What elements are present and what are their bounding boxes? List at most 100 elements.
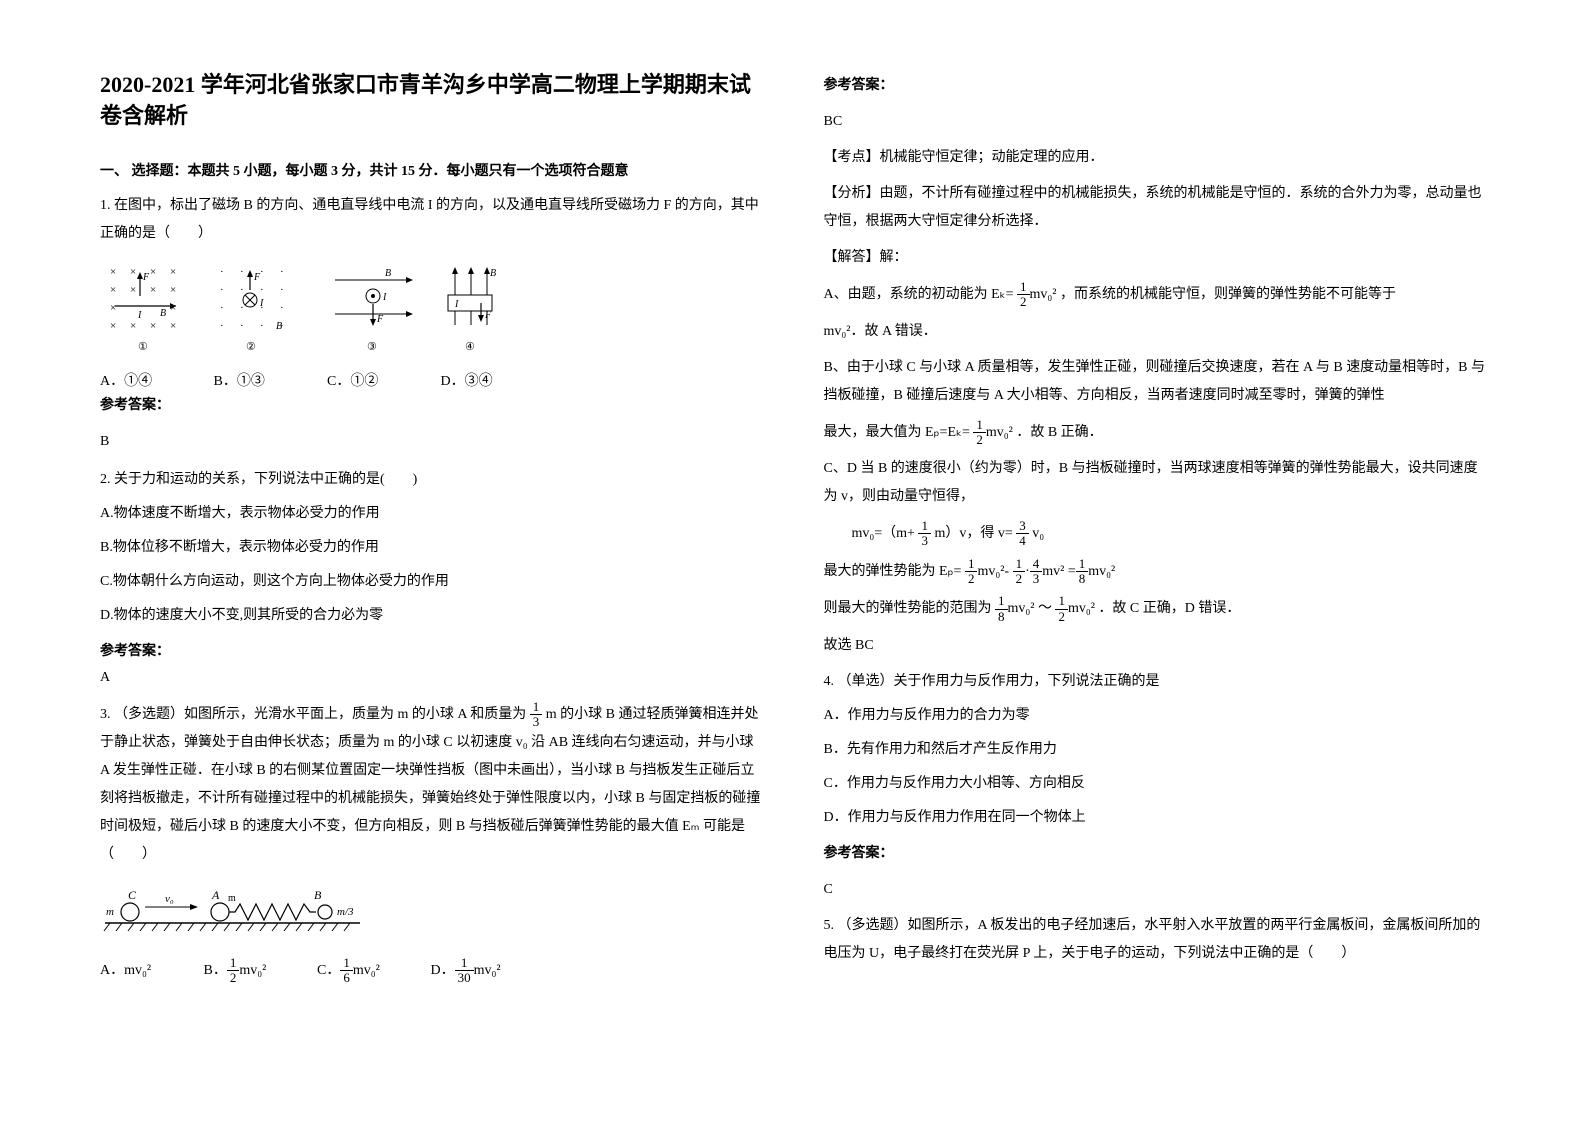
frac-1-2: 12	[227, 956, 240, 986]
q4-optA: A．作用力与反作用力的合力为零	[824, 702, 1488, 730]
svg-text:B: B	[314, 888, 322, 902]
q4-optB: B．先有作用力和然后才产生反作用力	[824, 736, 1488, 764]
jieda-cd2: mv₀=（m+ 13 m）v，得 v= 34 v₀	[852, 519, 1488, 549]
svg-text:×: ×	[110, 266, 116, 278]
svg-text:·: ·	[240, 320, 244, 332]
jieda-cd2-mid: m）v，得 v=	[934, 526, 1012, 541]
svg-text:v₀: v₀	[165, 893, 174, 905]
svg-text:·: ·	[280, 266, 284, 278]
svg-text:B: B	[276, 321, 282, 332]
jieda-cd4-pre: 则最大的弹性势能的范围为	[824, 601, 992, 616]
q3-optB-suf: mv₀²	[239, 963, 266, 978]
q3-optD-pre: D．	[431, 963, 455, 978]
jieda-cd3: 最大的弹性势能为 Eₚ= 12mv₀²- 12·43mv² =18mv₀²	[824, 557, 1488, 587]
svg-text:×: ×	[170, 320, 176, 332]
svg-text:m: m	[228, 893, 236, 904]
svg-text:·: ·	[220, 266, 224, 278]
q1-optD: D．③④	[441, 370, 493, 390]
svg-text:②: ②	[246, 341, 256, 353]
answer-label: 参考答案：	[100, 640, 764, 660]
q3-answer: BC	[824, 108, 1488, 136]
svg-text:×: ×	[170, 284, 176, 296]
svg-text:×: ×	[110, 284, 116, 296]
q3-text-p2: m 的小球 B 通过轻质弹簧相连并处于静止状态，弹簧处于自由伸长状态；质量为 m…	[100, 707, 760, 863]
svg-text:·: ·	[280, 302, 284, 314]
jieda-cd4-suf: ．故 C 正确，D 错误．	[1098, 601, 1240, 616]
svg-text:·: ·	[220, 302, 224, 314]
svg-text:·: ·	[240, 284, 244, 296]
svg-text:·: ·	[260, 320, 264, 332]
q2-optA: A.物体速度不断增大，表示物体必受力的作用	[100, 500, 764, 528]
frac-1-3-b: 13	[918, 519, 931, 549]
frac-ep1: 12	[965, 557, 978, 587]
jieda-b1: B、由于小球 C 与小球 A 质量相等，发生弹性正碰，则碰撞后交换速度，若在 A…	[824, 354, 1488, 410]
frac-3-4: 34	[1016, 519, 1029, 549]
svg-text:·: ·	[220, 284, 224, 296]
svg-text:F: F	[253, 272, 261, 283]
jieda-b2: 最大，最大值为 Eₚ=Eₖ=	[824, 425, 970, 440]
q3-optC-pre: C．	[317, 963, 340, 978]
jieda-cd2-suf: v₀	[1032, 526, 1044, 541]
svg-text:×: ×	[150, 266, 156, 278]
q4-optD: D．作用力与反作用力作用在同一个物体上	[824, 804, 1488, 832]
svg-text:×: ×	[110, 302, 116, 314]
svg-text:×: ×	[150, 320, 156, 332]
q3-options: A．mv₀² B．12mv₀² C．16mv₀² D．130mv₀²	[100, 954, 764, 988]
q2-optC: C.物体朝什么方向运动，则这个方向上物体必受力的作用	[100, 568, 764, 596]
svg-text:×: ×	[150, 284, 156, 296]
svg-text:I: I	[382, 292, 387, 303]
svg-text:I: I	[259, 298, 264, 309]
svg-text:A: A	[211, 888, 220, 902]
kaodian: 【考点】机械能守恒定律；动能定理的应用．	[824, 144, 1488, 172]
jieda-cd3-pre: 最大的弹性势能为 Eₚ=	[824, 564, 962, 579]
svg-text:·: ·	[240, 266, 244, 278]
svg-text:×: ×	[170, 266, 176, 278]
question-3: 3. （多选题）如图所示，光滑水平面上，质量为 m 的小球 A 和质量为 13 …	[100, 700, 764, 870]
frac-range1: 18	[995, 594, 1008, 624]
q1-optB: B．①③	[214, 370, 324, 390]
q3-optB-pre: B．	[204, 963, 227, 978]
q3-diagram: C m v₀ A m B m/3	[100, 885, 380, 940]
svg-text:·: ·	[260, 266, 264, 278]
svg-text:I: I	[137, 310, 142, 321]
left-column: 2020-2021 学年河北省张家口市青羊沟乡中学高二物理上学期期末试卷含解析 …	[100, 70, 764, 1082]
right-column: 参考答案： BC 【考点】机械能守恒定律；动能定理的应用． 【分析】由题，不计所…	[824, 70, 1488, 1082]
svg-text:×: ×	[130, 284, 136, 296]
svg-text:·: ·	[220, 320, 224, 332]
svg-text:F: F	[376, 314, 384, 325]
frac-half-mv02-b: 12	[973, 418, 986, 448]
question-4: 4. （单选）关于作用力与反作用力，下列说法正确的是	[824, 668, 1488, 696]
svg-text:B: B	[160, 308, 166, 319]
answer-label: 参考答案：	[824, 74, 1488, 94]
answer-label: 参考答案：	[100, 394, 764, 414]
frac-ep2: 12	[1013, 557, 1026, 587]
frac-ep3: 43	[1030, 557, 1043, 587]
q3-optC-suf: mv₀²	[353, 963, 380, 978]
question-1: 1. 在图中，标出了磁场 B 的方向、通电直导线中电流 I 的方向，以及通电直导…	[100, 192, 764, 248]
svg-text:×: ×	[130, 320, 136, 332]
svg-text:C: C	[128, 888, 137, 902]
svg-text:①: ①	[138, 341, 148, 353]
jieda-b3: ．故 B 正确．	[1016, 425, 1102, 440]
fenxi: 【分析】由题，不计所有碰撞过程中的机械能损失，系统的机械能是守恒的．系统的合外力…	[824, 180, 1488, 236]
svg-text:·: ·	[280, 284, 284, 296]
frac-1-30: 130	[455, 956, 474, 986]
q1-optC: C．①②	[327, 370, 437, 390]
svg-text:m/3: m/3	[337, 906, 354, 918]
svg-text:③: ③	[367, 341, 377, 353]
jieda-b2-line: 最大，最大值为 Eₚ=Eₖ= 12mv₀² ．故 B 正确．	[824, 418, 1488, 448]
jieda-a1: A、由题，系统的初动能为 Eₖ=	[824, 287, 1014, 302]
svg-text:B: B	[490, 268, 496, 279]
q4-optC: C．作用力与反作用力大小相等、方向相反	[824, 770, 1488, 798]
jieda-label: 【解答】解：	[824, 244, 1488, 272]
q1-options: A．①④ B．①③ C．①② D．③④	[100, 370, 764, 390]
q2-answer: A	[100, 664, 764, 692]
jieda-a2: ，而系统的机械能守恒，则弹簧的弹性势能不可能等于	[1060, 287, 1396, 302]
q3-optA: A．mv₀²	[100, 954, 200, 988]
q2-optB: B.物体位移不断增大，表示物体必受力的作用	[100, 534, 764, 562]
q1-answer: B	[100, 428, 764, 456]
svg-text:F: F	[142, 272, 150, 283]
q3-optD-suf: mv₀²	[474, 963, 501, 978]
q4-answer: C	[824, 876, 1488, 904]
section-header: 一、 选择题：本题共 5 小题，每小题 3 分，共计 15 分．每小题只有一个选…	[100, 160, 764, 180]
